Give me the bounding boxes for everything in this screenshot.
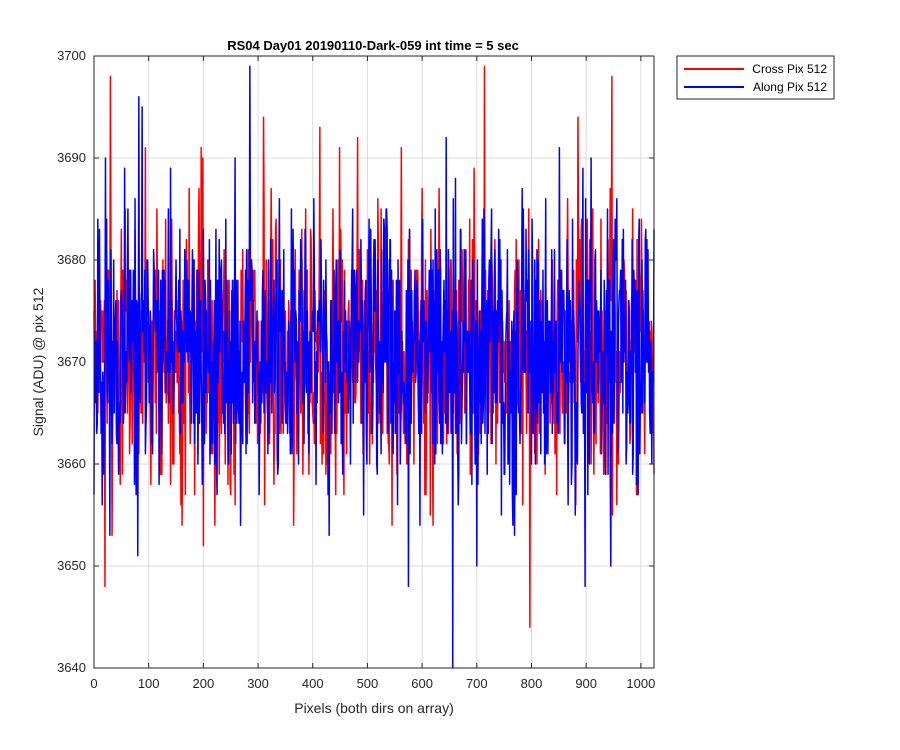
- legend-label-along: Along Pix 512: [753, 80, 827, 94]
- chart-title: RS04 Day01 20190110-Dark-059 int time = …: [227, 38, 519, 53]
- x-tick-label: 400: [302, 676, 324, 691]
- y-tick-label: 3660: [57, 456, 86, 471]
- y-tick-label: 3700: [57, 48, 86, 63]
- y-tick-label: 3640: [57, 660, 86, 675]
- x-axis-label: Pixels (both dirs on array): [294, 700, 454, 716]
- legend: Cross Pix 512 Along Pix 512: [676, 55, 835, 100]
- x-tick-label: 500: [357, 676, 379, 691]
- x-tick-label: 0: [90, 676, 97, 691]
- x-tick-label: 200: [193, 676, 215, 691]
- series-line-along-pix: [93, 65, 655, 669]
- x-tick-label: 700: [466, 676, 488, 691]
- x-tick-label: 100: [138, 676, 160, 691]
- axis-ticks: 0 100 200 300 400 500 600 700 800 900 1000 3640 3650…: [57, 48, 655, 691]
- y-tick-label: 3670: [57, 354, 86, 369]
- legend-label-cross: Cross Pix 512: [752, 62, 827, 76]
- x-tick-label: 800: [521, 676, 543, 691]
- x-tick-label: 1000: [626, 676, 655, 691]
- y-tick-label: 3680: [57, 252, 86, 267]
- series-layer: [93, 65, 655, 669]
- y-tick-label: 3650: [57, 558, 86, 573]
- x-tick-label: 900: [575, 676, 597, 691]
- y-tick-label: 3690: [57, 150, 86, 165]
- x-tick-label: 600: [411, 676, 433, 691]
- legend-box: [676, 55, 835, 100]
- y-axis-label: Signal (ADU) @ pix 512: [30, 287, 46, 436]
- x-tick-label: 300: [247, 676, 269, 691]
